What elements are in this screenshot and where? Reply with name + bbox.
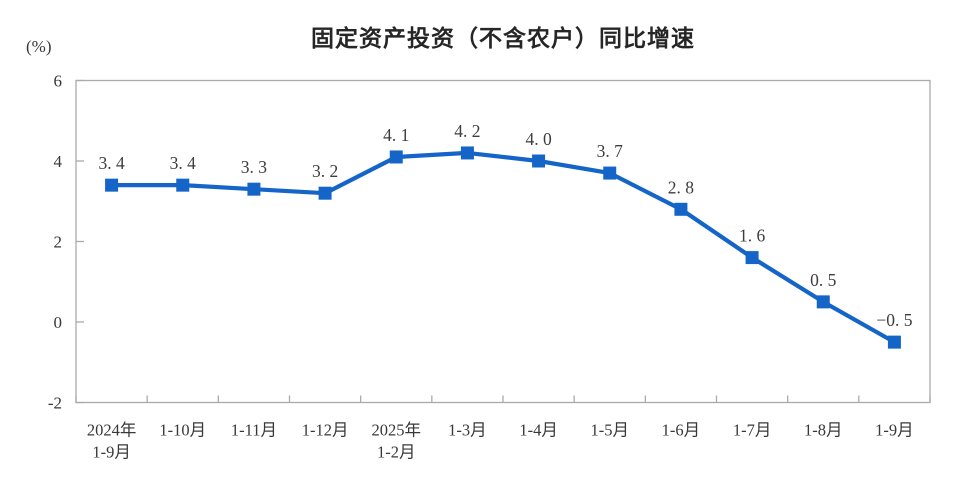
x-axis-tick-label: 1-10月 [159,421,206,440]
data-value-label: 3. 2 [312,161,338,181]
data-point-marker [389,150,403,164]
x-axis-tick-label: 2025年 [372,421,422,440]
data-point-marker [105,178,119,192]
data-value-label: 4. 2 [454,121,480,141]
plot-border [75,79,931,404]
chart-title: 固定资产投资（不含农户）同比增速 [311,26,695,52]
x-axis-tick-label: 1-9月 [875,421,914,440]
data-point-marker [887,335,901,349]
x-axis-tick-label: 1-6月 [662,421,701,440]
y-axis-tick-label: -2 [48,394,62,413]
data-value-label: 1. 6 [739,226,766,246]
y-axis-tick-label: 6 [54,72,63,91]
y-axis-tick-label: 2 [54,233,63,252]
data-point-marker [674,202,688,216]
data-point-marker [603,166,617,180]
data-value-label: 4. 0 [525,129,552,149]
y-axis-tick-label: 0 [54,313,63,332]
data-value-label: 3. 4 [98,153,125,173]
data-point-marker [176,178,190,192]
data-value-label: 0. 5 [810,270,837,290]
data-value-label: −0. 5 [876,310,912,330]
data-value-label: 3. 7 [597,141,624,161]
x-axis-tick-label: 1-11月 [231,421,277,440]
y-axis-unit-label: (%) [26,37,52,56]
data-value-label: 2. 8 [668,177,695,197]
data-line [109,150,897,345]
data-point-marker [318,186,332,200]
x-axis-tick-label: 1-8月 [804,421,843,440]
x-axis-tick-label: 1-9月 [92,443,131,462]
data-point-marker [460,146,474,160]
x-axis-tick-label: 1-7月 [733,421,772,440]
x-axis-tick-label: 1-4月 [519,421,558,440]
data-point-marker [745,251,759,265]
data-value-label: 3. 3 [241,157,268,177]
x-axis-tick-label: 2024年 [87,421,137,440]
data-point-marker [816,295,830,309]
x-axis-tick-label: 1-5月 [591,421,630,440]
y-axis-tick-label: 4 [54,152,63,171]
data-point-marker [532,154,546,168]
x-axis-tick-label: 1-3月 [448,421,487,440]
data-point-marker [247,182,261,196]
data-value-label: 4. 1 [383,125,409,145]
x-axis-tick-label: 1-2月 [377,443,416,462]
data-value-label: 3. 4 [170,153,197,173]
x-axis-tick-label: 1-12月 [302,421,349,440]
